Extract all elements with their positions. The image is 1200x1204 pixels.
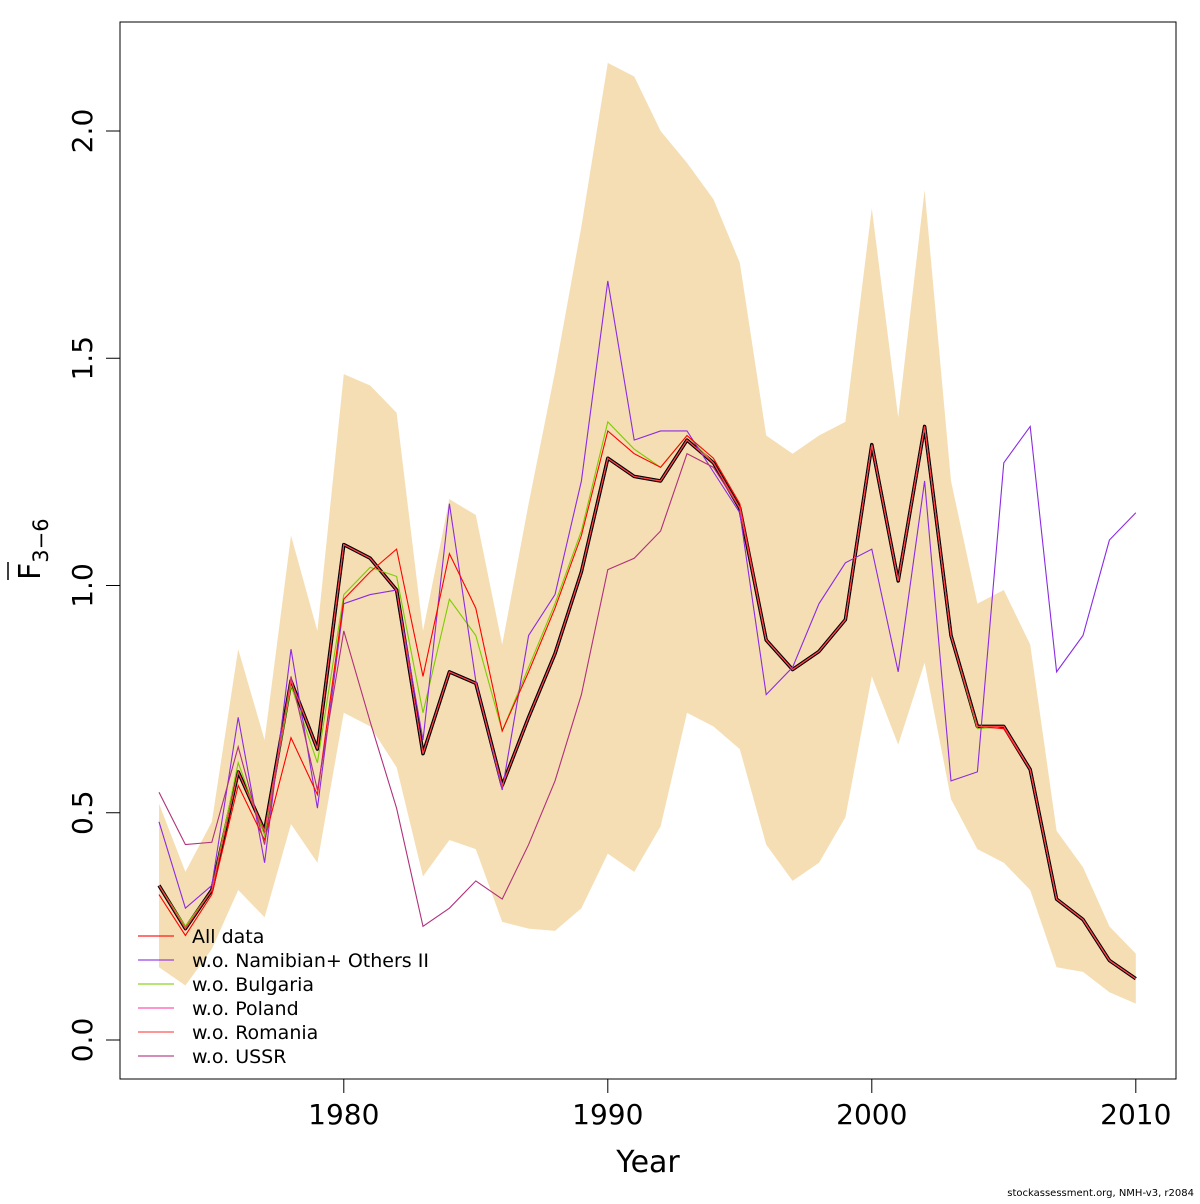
confidence-band-layer	[159, 62, 1136, 1004]
legend-label: All data	[192, 926, 264, 948]
y-axis-label-sub: 3−6	[29, 518, 53, 562]
y-axis-label: F3−6	[7, 518, 53, 580]
x-tick-label: 1990	[572, 1098, 643, 1131]
legend-label: w.o. Poland	[192, 998, 299, 1020]
y-tick-label: 0.0	[66, 1018, 99, 1063]
y-tick-label: 0.5	[66, 790, 99, 835]
x-tick-label: 2000	[836, 1098, 907, 1131]
series-line-4	[158, 426, 1137, 980]
legend-label: w.o. Namibian+ Others II	[192, 950, 429, 972]
legend-label: w.o. Romania	[192, 1022, 318, 1044]
axes: 1980 1990 2000 2010 0.0 0.5 1.0 1.5 2.0	[66, 109, 1171, 1131]
x-tick-label: 2010	[1100, 1098, 1171, 1131]
x-tick-label: 1980	[308, 1098, 379, 1131]
y-tick-label: 1.5	[66, 336, 99, 381]
y-axis-label-main: F	[13, 563, 48, 580]
footer-annotation: stockassessment.org, NMH-v3, r2084	[1007, 1188, 1194, 1199]
series-line-1	[158, 280, 1137, 910]
legend-label: w.o. Bulgaria	[192, 974, 314, 996]
y-tick-label: 1.0	[66, 563, 99, 608]
y-tick-label: 2.0	[66, 109, 99, 154]
x-axis-label: Year	[615, 1145, 680, 1180]
series-layer	[157, 280, 1137, 981]
legend-label: w.o. USSR	[192, 1046, 286, 1068]
confidence-band	[159, 62, 1136, 1004]
svg-text:F3−6: F3−6	[13, 518, 53, 580]
